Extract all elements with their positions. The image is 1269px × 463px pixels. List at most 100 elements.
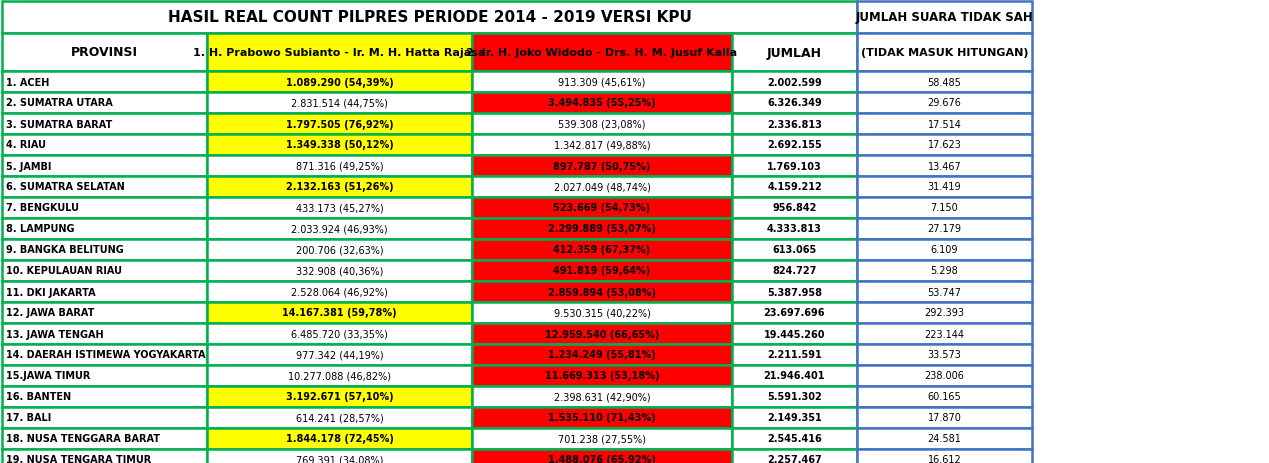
Bar — [207, 156, 472, 176]
Bar — [472, 176, 732, 198]
Bar — [857, 219, 1032, 239]
Text: 12.959.540 (66,65%): 12.959.540 (66,65%) — [544, 329, 659, 339]
Bar — [857, 34, 1032, 72]
Text: 24.581: 24.581 — [928, 433, 962, 444]
Bar — [732, 344, 857, 365]
Text: 15.JAWA TIMUR: 15.JAWA TIMUR — [6, 371, 90, 381]
Text: 6.485.720 (33,35%): 6.485.720 (33,35%) — [291, 329, 388, 339]
Text: 14.167.381 (59,78%): 14.167.381 (59,78%) — [282, 308, 397, 318]
Bar — [207, 239, 472, 260]
Bar — [207, 93, 472, 114]
Text: 2.033.924 (46,93%): 2.033.924 (46,93%) — [291, 224, 388, 234]
Text: 3. SUMATRA BARAT: 3. SUMATRA BARAT — [6, 119, 112, 129]
Bar — [207, 176, 472, 198]
Text: 2.299.889 (53,07%): 2.299.889 (53,07%) — [548, 224, 656, 234]
Bar — [3, 260, 207, 282]
Text: 16.612: 16.612 — [928, 455, 962, 463]
Bar — [857, 344, 1032, 365]
Bar — [207, 449, 472, 463]
Bar — [3, 176, 207, 198]
Text: 13. JAWA TENGAH: 13. JAWA TENGAH — [6, 329, 104, 339]
Text: 6.326.349: 6.326.349 — [768, 98, 822, 108]
Bar — [732, 407, 857, 428]
Text: 6.109: 6.109 — [930, 245, 958, 255]
Bar — [732, 365, 857, 386]
Text: 956.842: 956.842 — [773, 203, 817, 213]
Bar — [472, 34, 732, 72]
Bar — [3, 449, 207, 463]
Text: 523.669 (54,73%): 523.669 (54,73%) — [553, 203, 651, 213]
Text: 9. BANGKA BELITUNG: 9. BANGKA BELITUNG — [6, 245, 124, 255]
Text: HASIL REAL COUNT PILPRES PERIODE 2014 - 2019 VERSI KPU: HASIL REAL COUNT PILPRES PERIODE 2014 - … — [168, 11, 692, 25]
Text: 332.908 (40,36%): 332.908 (40,36%) — [296, 266, 383, 276]
Bar — [732, 239, 857, 260]
Bar — [472, 344, 732, 365]
Text: 13.467: 13.467 — [928, 161, 962, 171]
Text: 1. ACEH: 1. ACEH — [6, 77, 49, 88]
Bar — [3, 198, 207, 219]
Text: 58.485: 58.485 — [928, 77, 962, 88]
Text: 897.787 (50,75%): 897.787 (50,75%) — [553, 161, 651, 171]
Bar — [857, 323, 1032, 344]
Text: 2.545.416: 2.545.416 — [768, 433, 822, 444]
Bar — [857, 302, 1032, 323]
Text: 871.316 (49,25%): 871.316 (49,25%) — [296, 161, 383, 171]
Bar — [857, 260, 1032, 282]
Bar — [207, 135, 472, 156]
Bar — [857, 386, 1032, 407]
Text: 2. Ir. H. Joko Widodo - Drs. H. M. Jusuf Kalla: 2. Ir. H. Joko Widodo - Drs. H. M. Jusuf… — [467, 48, 737, 58]
Bar — [207, 302, 472, 323]
Text: 31.419: 31.419 — [928, 182, 962, 192]
Bar — [857, 72, 1032, 93]
Text: 5.387.958: 5.387.958 — [766, 287, 822, 297]
Bar — [3, 386, 207, 407]
Bar — [857, 2, 1032, 34]
Bar — [3, 2, 857, 34]
Text: 2.692.155: 2.692.155 — [768, 140, 822, 150]
Bar — [732, 282, 857, 302]
Text: 1.488.076 (65,92%): 1.488.076 (65,92%) — [548, 455, 656, 463]
Text: 614.241 (28,57%): 614.241 (28,57%) — [296, 413, 383, 423]
Bar — [207, 323, 472, 344]
Bar — [732, 260, 857, 282]
Bar — [732, 302, 857, 323]
Bar — [732, 219, 857, 239]
Text: 769.391 (34,08%): 769.391 (34,08%) — [296, 455, 383, 463]
Bar — [472, 407, 732, 428]
Text: 16. BANTEN: 16. BANTEN — [6, 392, 71, 401]
Text: JUMLAH SUARA TIDAK SAH: JUMLAH SUARA TIDAK SAH — [855, 12, 1033, 25]
Bar — [732, 135, 857, 156]
Text: 33.573: 33.573 — [928, 350, 962, 360]
Text: 2. SUMATRA UTARA: 2. SUMATRA UTARA — [6, 98, 113, 108]
Text: 2.002.599: 2.002.599 — [768, 77, 822, 88]
Bar — [207, 282, 472, 302]
Text: 2.336.813: 2.336.813 — [766, 119, 822, 129]
Text: 29.676: 29.676 — [928, 98, 962, 108]
Bar — [3, 114, 207, 135]
Text: 11.669.313 (53,18%): 11.669.313 (53,18%) — [544, 371, 660, 381]
Text: 824.727: 824.727 — [773, 266, 817, 276]
Text: 1.342.817 (49,88%): 1.342.817 (49,88%) — [553, 140, 650, 150]
Bar — [857, 198, 1032, 219]
Bar — [732, 449, 857, 463]
Bar — [207, 260, 472, 282]
Bar — [857, 407, 1032, 428]
Bar — [3, 282, 207, 302]
Text: 7.150: 7.150 — [930, 203, 958, 213]
Text: 17.623: 17.623 — [928, 140, 962, 150]
Bar — [732, 198, 857, 219]
Text: 539.308 (23,08%): 539.308 (23,08%) — [558, 119, 646, 129]
Bar — [3, 34, 207, 72]
Text: 10.277.088 (46,82%): 10.277.088 (46,82%) — [288, 371, 391, 381]
Bar — [472, 198, 732, 219]
Text: 1.797.505 (76,92%): 1.797.505 (76,92%) — [286, 119, 393, 129]
Bar — [3, 135, 207, 156]
Bar — [207, 34, 472, 72]
Bar — [3, 239, 207, 260]
Bar — [472, 449, 732, 463]
Text: 19. NUSA TENGARA TIMUR: 19. NUSA TENGARA TIMUR — [6, 455, 151, 463]
Text: 1.089.290 (54,39%): 1.089.290 (54,39%) — [286, 77, 393, 88]
Bar — [207, 365, 472, 386]
Text: 292.393: 292.393 — [925, 308, 964, 318]
Bar — [3, 365, 207, 386]
